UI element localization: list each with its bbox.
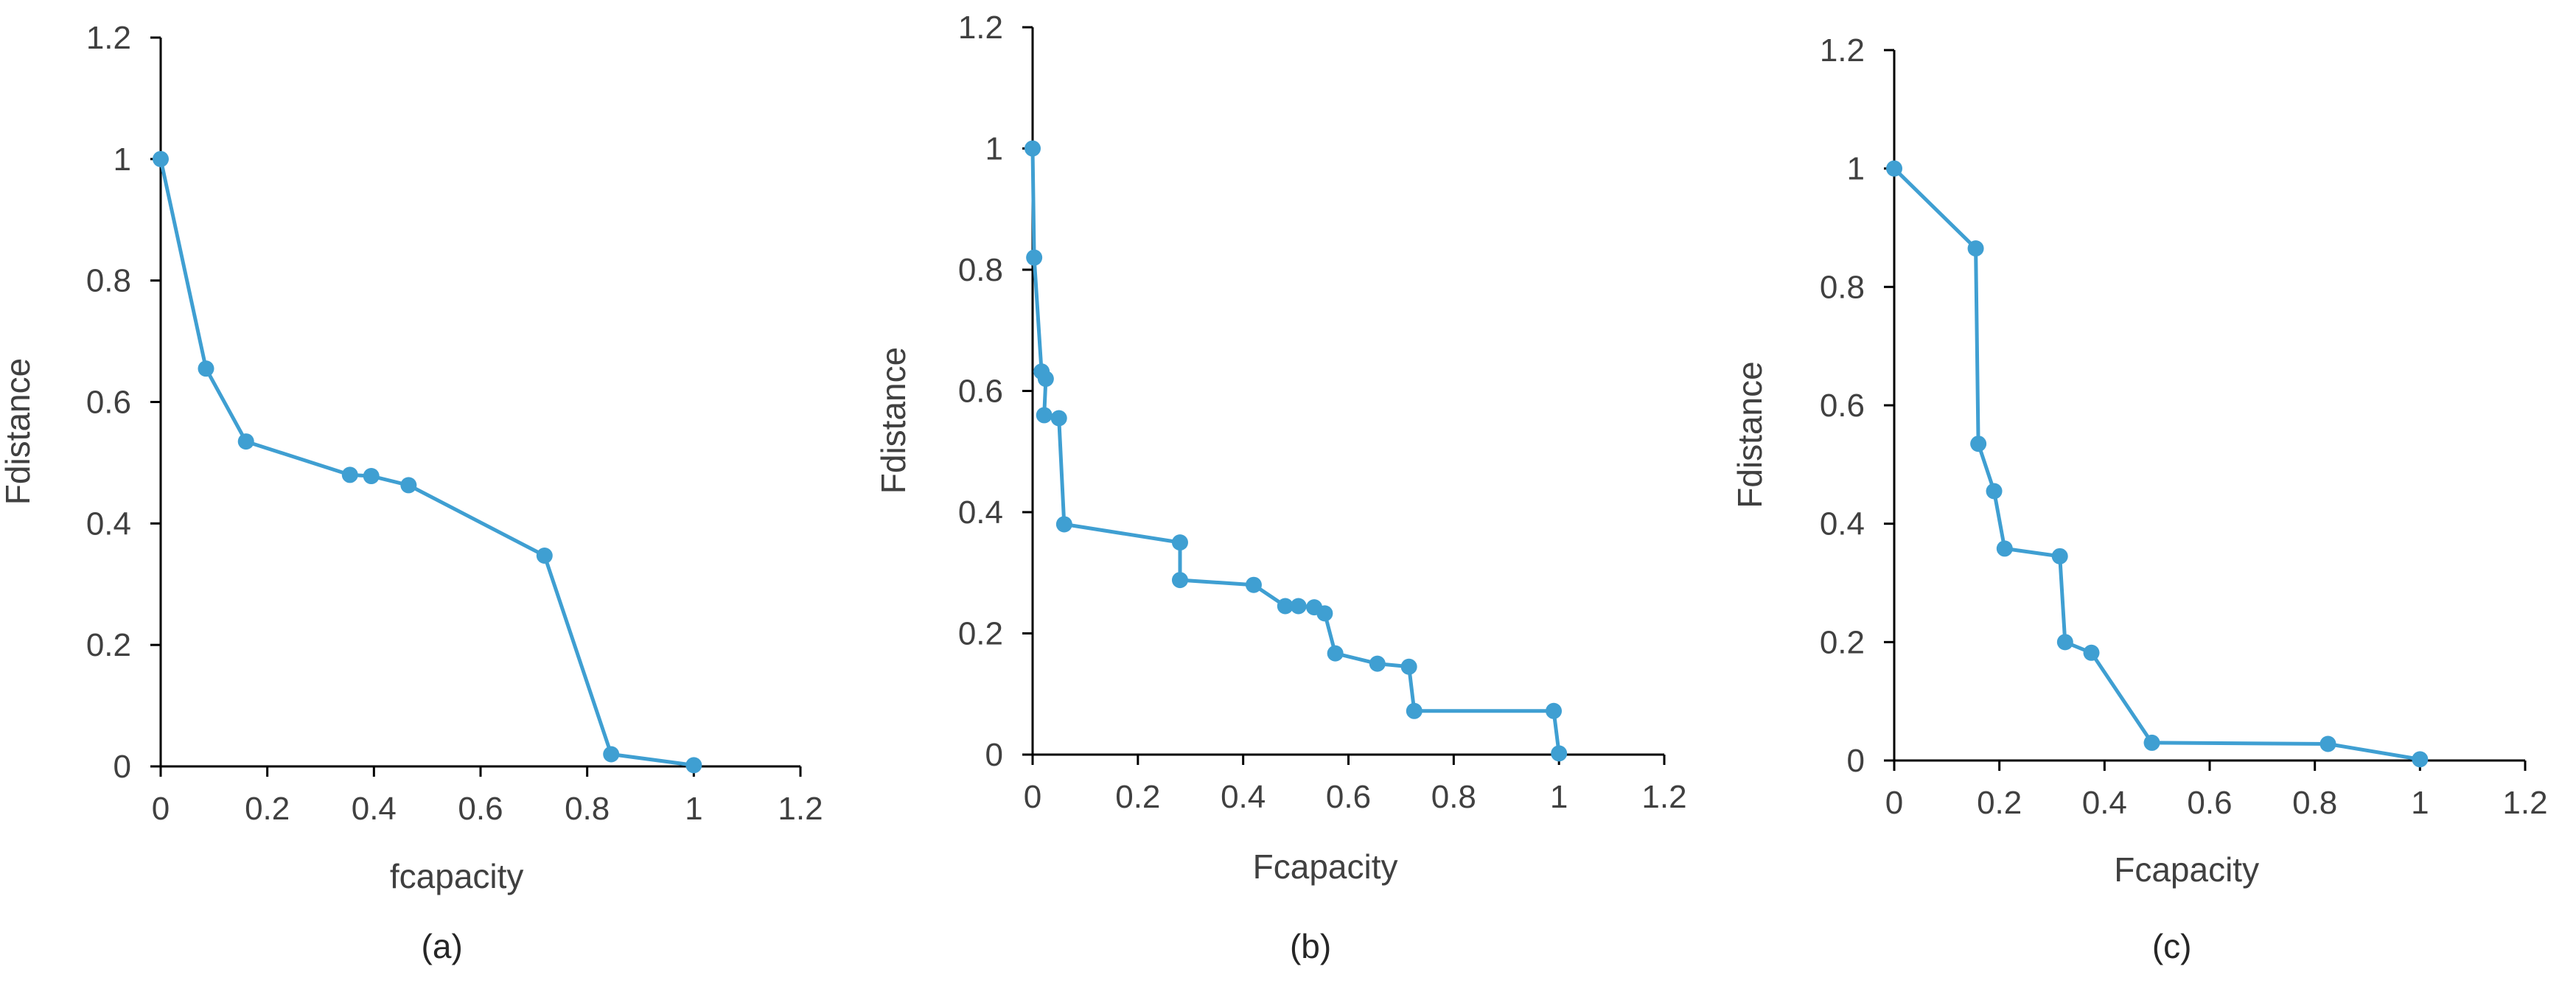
x-axis-title: fcapacity [390,857,524,895]
x-tick-label: 0.2 [1115,779,1160,815]
y-tick-label: 0.2 [1820,624,1865,660]
x-axis-title: Fcapacity [1253,847,1398,886]
x-tick-label: 1 [685,791,702,827]
x-tick-label: 1.2 [2502,785,2547,821]
data-point [1551,745,1568,762]
data-point [1036,407,1053,424]
y-axis-title: Fdistance [0,358,37,505]
y-axis-title: Fdistance [1731,361,1769,508]
y-tick-label: 0.4 [1820,506,1865,542]
x-tick-label: 0.4 [352,791,397,827]
data-point [1171,572,1188,589]
y-tick-label: 0.2 [958,616,1003,652]
x-tick-label: 0.6 [2187,785,2232,821]
data-point [2320,735,2336,752]
data-point [1290,598,1307,615]
data-point [2412,751,2429,768]
x-tick-label: 0.4 [2082,785,2127,821]
y-tick-label: 0.6 [958,374,1003,410]
x-tick-label: 1 [1550,779,1568,815]
x-axis-title: Fcapacity [2114,850,2259,889]
data-point [2051,548,2068,564]
data-point [1245,576,1262,593]
data-point [1967,240,1984,257]
x-tick-label: 0.6 [1326,779,1371,815]
chart-panel-1: 0 0.2 0.4 0.6 0.8 1 1.2 0 0.2 0.4 0.6 0.8 1 1.2 Fcapac… [874,10,1687,965]
data-point [1369,655,1386,672]
data-point [1546,702,1563,719]
y-tick-label: 0 [114,749,131,785]
x-tick-label: 1.2 [1641,779,1686,815]
x-tick-label: 0.2 [245,791,290,827]
y-tick-label: 0.6 [86,385,131,421]
y-tick-label: 0.4 [86,506,131,542]
chart-panel-2: 0 0.2 0.4 0.6 0.8 1 1.2 0 0.2 0.4 0.6 0.8 1 1.2 Fcapac… [1731,32,2548,965]
data-point [363,468,380,485]
data-point [198,360,214,377]
y-tick-label: 0.8 [1820,269,1865,305]
y-tick-label: 0.6 [1820,388,1865,424]
series-line [1893,167,2420,761]
data-point [1026,249,1043,266]
x-tick-label: 0 [1024,779,1041,815]
x-tick-label: 0.6 [458,791,503,827]
y-tick-label: 0.4 [958,494,1003,531]
data-point [1055,516,1072,533]
x-tick-label: 0.2 [1977,785,2022,821]
data-point [2083,644,2100,661]
data-point [1327,645,1344,662]
data-point [1025,140,1041,157]
x-tick-label: 0.8 [2292,785,2337,821]
y-tick-label: 1 [114,141,131,178]
data-point [1970,436,1987,452]
data-point [1400,658,1417,675]
data-point [603,746,620,763]
y-tick-label: 0.8 [958,252,1003,288]
data-point [341,466,358,483]
chart-panel-0: 0 0.2 0.4 0.6 0.8 1 1.2 0 0.2 0.4 0.6 0.8 1 1.2 fcapac… [0,20,823,965]
data-point [1171,534,1188,551]
data-point [1316,605,1333,622]
data-point [685,757,702,774]
data-point [237,433,254,450]
data-point [1050,410,1067,427]
y-tick-label: 0.2 [86,627,131,663]
y-tick-label: 0.8 [86,263,131,299]
series-line [158,158,694,767]
x-tick-label: 0.8 [1431,779,1476,815]
data-point [1986,483,2003,500]
x-tick-label: 0 [1885,785,1903,821]
y-tick-label: 1.2 [1820,32,1865,69]
data-point [1277,598,1294,615]
data-point [1406,702,1423,719]
series-line [1030,148,1561,754]
data-point [400,477,417,494]
panel-label: (c) [2152,927,2192,965]
y-tick-label: 1 [1847,151,1865,187]
x-tick-label: 1 [2411,785,2429,821]
data-point [2056,634,2073,651]
y-axis-title: Fdistance [874,347,912,494]
y-tick-label: 0 [1847,743,1865,779]
x-tick-label: 0.8 [565,791,610,827]
data-point [2143,734,2160,751]
data-point [153,150,169,167]
data-point [1996,540,2013,557]
x-tick-label: 0.4 [1221,779,1266,815]
data-point [1037,371,1054,388]
data-point [1886,160,1902,177]
panel-label: (b) [1290,927,1331,965]
y-tick-label: 1 [985,131,1003,167]
x-tick-label: 0 [152,791,170,827]
x-tick-label: 1.2 [778,791,823,827]
data-point [536,548,553,564]
y-tick-label: 1.2 [958,10,1003,46]
panel-label: (a) [422,927,463,965]
y-tick-label: 0 [985,737,1003,773]
y-tick-label: 1.2 [86,20,131,56]
